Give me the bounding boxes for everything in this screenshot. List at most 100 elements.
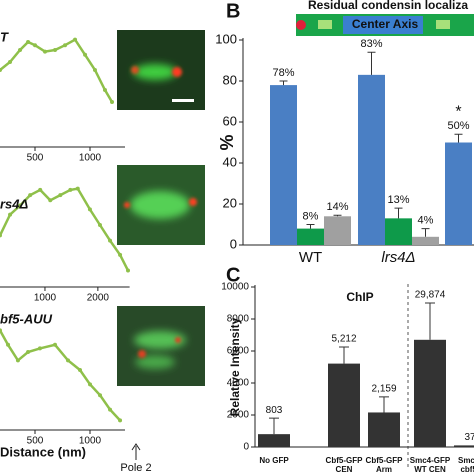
- value-label: 78%: [272, 67, 294, 79]
- point: [26, 350, 31, 354]
- chart-title: ChIP: [346, 290, 373, 304]
- value-label: 50%: [447, 120, 469, 132]
- bar: [328, 363, 360, 447]
- diagram-dot: [296, 20, 306, 30]
- point: [110, 100, 115, 104]
- value-label: 803: [266, 405, 283, 416]
- x-axis-label: Distance (nm): [0, 444, 86, 459]
- bar: [412, 236, 439, 245]
- point: [18, 203, 23, 208]
- panel-label: C: [226, 264, 240, 286]
- x-tick-label: lrs4Δ: [381, 249, 415, 266]
- micrograph: [117, 30, 205, 110]
- error-bar: [421, 228, 430, 237]
- x-tick-label: 1000: [79, 153, 102, 164]
- value-label: 13%: [387, 194, 409, 206]
- y-tick-label: 20: [223, 195, 237, 210]
- chart-title: bf5-AUU: [0, 311, 53, 326]
- y-tick-label: 2000: [227, 410, 250, 421]
- micrograph: [117, 165, 205, 245]
- value-label: 5,212: [331, 334, 356, 345]
- x-tick-label: CEN: [336, 465, 353, 474]
- point: [18, 48, 23, 52]
- value-label: 37: [464, 432, 474, 443]
- micrograph: [117, 306, 205, 386]
- point: [63, 43, 68, 48]
- point: [88, 382, 93, 387]
- point: [75, 186, 80, 191]
- point: [26, 40, 31, 44]
- pole-label: Pole 2: [120, 462, 151, 474]
- diagram-box: [343, 16, 423, 34]
- x-tick-label: 1000: [34, 293, 57, 304]
- panel-label: B: [226, 0, 240, 22]
- diagram-axis-label: Center Axis: [352, 17, 419, 31]
- y-axis-label: %: [217, 134, 237, 150]
- point: [118, 252, 123, 257]
- x-tick-label: 500: [27, 436, 44, 447]
- point: [97, 223, 102, 227]
- diagram-block: [318, 20, 332, 29]
- x-tick-label: 500: [27, 153, 44, 164]
- x-tick-label: 2000: [87, 293, 110, 304]
- point: [108, 238, 113, 243]
- point: [83, 52, 88, 57]
- x-tick-label: Cbf5-GFP: [366, 456, 404, 465]
- value-label: 8%: [303, 210, 319, 222]
- y-tick-label: 100: [215, 31, 237, 46]
- x-tick-label: Smc4-: [458, 456, 474, 465]
- bar: [270, 85, 297, 245]
- bar: [258, 434, 290, 447]
- point: [92, 68, 97, 72]
- error-bar: [367, 51, 376, 75]
- y-tick-label: 6000: [227, 346, 250, 357]
- x-tick-label: No GFP: [259, 456, 289, 465]
- error-bar: [339, 346, 349, 364]
- value-label: 2,159: [371, 384, 396, 395]
- y-tick-label: 0: [243, 442, 249, 453]
- bar: [385, 218, 412, 245]
- error-bar: [279, 80, 288, 86]
- y-tick-label: 0: [230, 236, 237, 251]
- diagram-title: Residual condensin localiza: [308, 0, 468, 12]
- error-bar: [425, 302, 435, 340]
- point: [0, 233, 2, 238]
- point: [118, 418, 123, 423]
- bar: [454, 445, 474, 447]
- bar: [324, 216, 351, 245]
- chart-title: T: [0, 29, 9, 44]
- arrow-head: [131, 443, 141, 451]
- point: [0, 68, 2, 72]
- point: [66, 358, 71, 363]
- diagram-block: [436, 20, 450, 29]
- error-bar: [333, 214, 342, 217]
- x-tick-label: WT: [299, 249, 322, 266]
- y-tick-label: 40: [223, 154, 237, 169]
- point: [58, 193, 63, 198]
- point: [28, 193, 33, 198]
- point: [8, 60, 13, 64]
- point: [102, 88, 107, 92]
- chart-title: rs4Δ: [0, 196, 29, 211]
- line: [0, 329, 121, 422]
- value-label: 4%: [418, 215, 434, 227]
- point: [126, 268, 131, 273]
- y-tick-label: 10000: [221, 282, 249, 293]
- x-tick-label: Cbf5-GFP: [326, 456, 364, 465]
- point: [37, 346, 42, 351]
- y-tick-label: 60: [223, 113, 237, 128]
- point: [0, 328, 2, 333]
- error-bar: [306, 224, 315, 229]
- bar: [445, 142, 472, 245]
- x-tick-label: 1000: [79, 436, 102, 447]
- bar: [414, 339, 446, 447]
- point: [53, 48, 58, 52]
- y-axis-label: Relative Intensity: [228, 317, 242, 416]
- bar: [297, 228, 324, 245]
- x-tick-label: WT CEN: [414, 465, 446, 474]
- point: [87, 207, 92, 212]
- y-tick-label: 4000: [227, 378, 250, 389]
- point: [32, 43, 37, 48]
